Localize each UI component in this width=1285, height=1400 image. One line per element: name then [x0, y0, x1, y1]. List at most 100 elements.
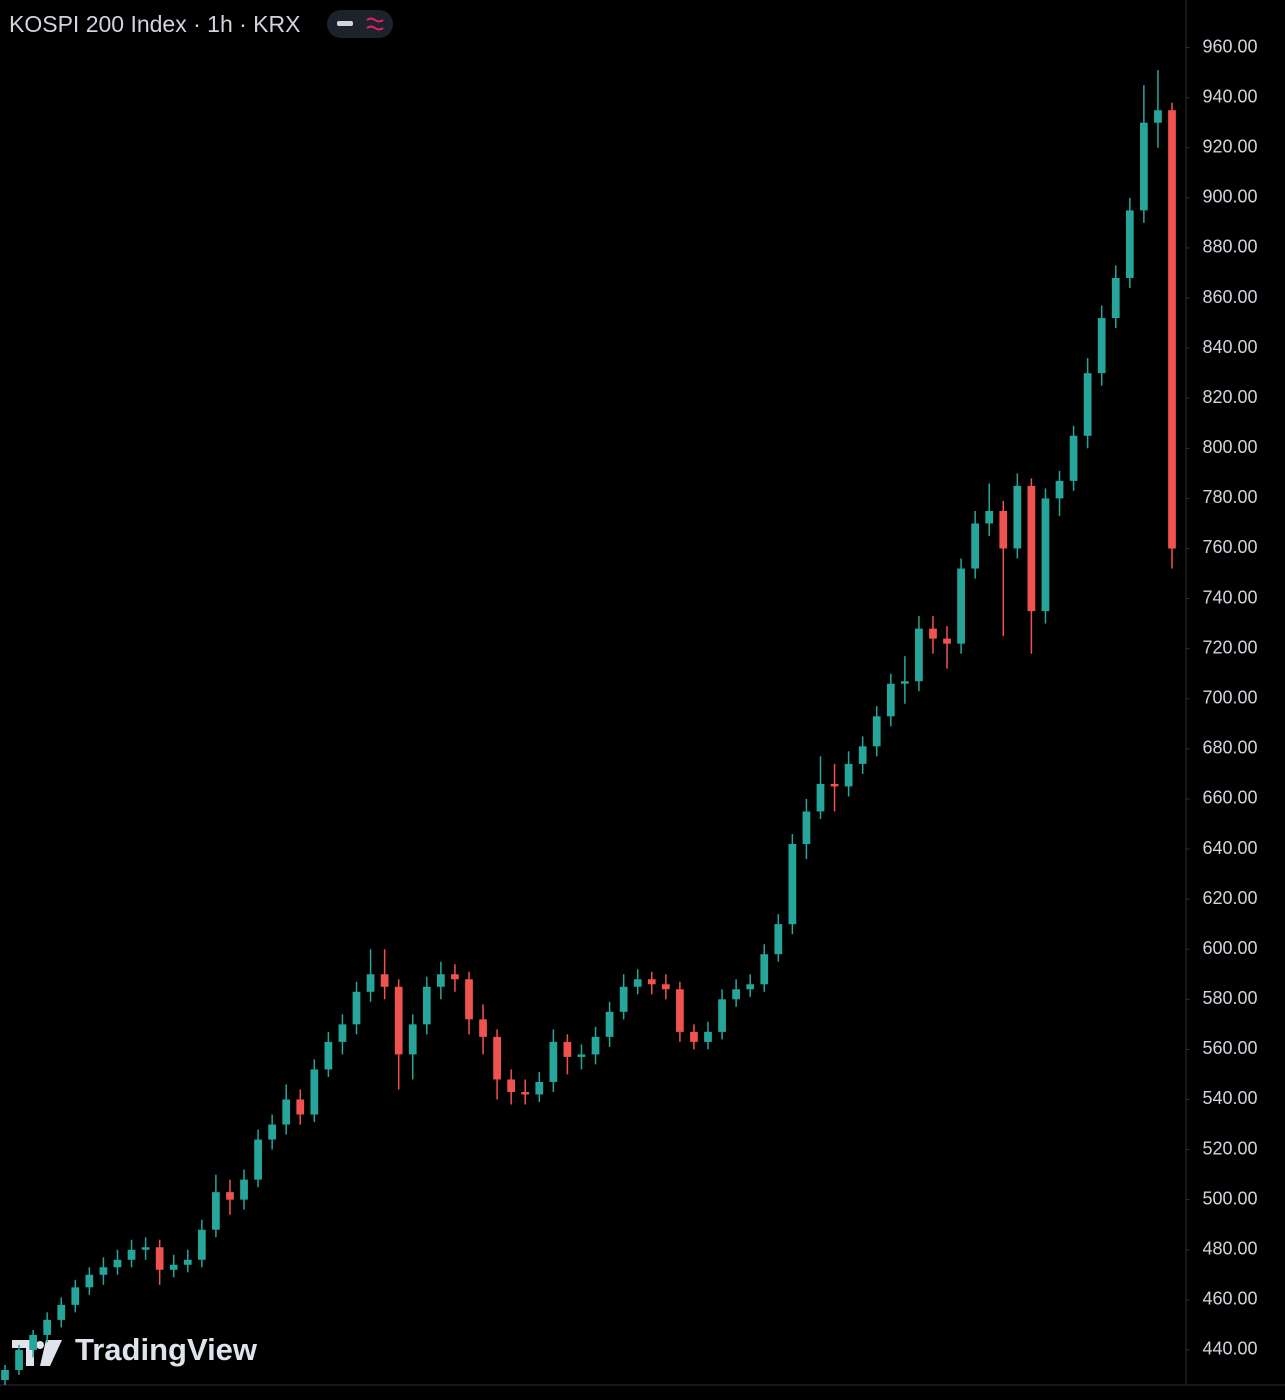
candle-body — [1168, 110, 1176, 549]
candle-body — [591, 1036, 600, 1055]
candle-body — [127, 1249, 136, 1260]
candle-body — [1055, 480, 1064, 499]
candle-body — [43, 1319, 52, 1335]
candle-body — [422, 986, 431, 1025]
y-tick-label: 920.00 — [1202, 137, 1257, 157]
candle-body — [1154, 110, 1162, 123]
y-tick-label: 740.00 — [1202, 587, 1257, 607]
candle-body — [830, 783, 839, 787]
candle-body — [1069, 435, 1078, 481]
candle-body — [338, 1024, 347, 1042]
candle-body — [254, 1139, 262, 1180]
candle-body — [324, 1041, 333, 1070]
candle-body — [352, 991, 361, 1025]
y-tick-label: 500.00 — [1202, 1188, 1257, 1208]
candle-body — [71, 1287, 80, 1305]
y-tick-label: 560.00 — [1202, 1038, 1257, 1058]
candle-body — [563, 1041, 572, 1057]
candle-body — [521, 1091, 530, 1095]
candle-body — [465, 979, 473, 1020]
candle-body — [226, 1192, 234, 1200]
y-tick-label: 800.00 — [1202, 437, 1257, 457]
candle-body — [619, 986, 628, 1012]
y-tick-label: 900.00 — [1202, 187, 1257, 207]
candle-body — [240, 1179, 248, 1200]
y-tick-label: 820.00 — [1202, 387, 1257, 407]
candle-body — [57, 1304, 66, 1320]
candle-body — [493, 1036, 501, 1080]
candle-body — [535, 1081, 544, 1095]
candle-body — [915, 628, 923, 682]
candle-body — [746, 984, 755, 990]
indicator-toggles[interactable] — [327, 10, 393, 38]
candle-body — [844, 763, 853, 787]
toggle-icon[interactable] — [366, 17, 384, 31]
y-tick-label: 960.00 — [1202, 36, 1257, 56]
candle-body — [647, 979, 656, 985]
toggle-icon[interactable] — [337, 21, 353, 26]
candle-body — [929, 628, 937, 639]
candle-body — [774, 924, 783, 955]
candle-body — [437, 974, 445, 987]
y-tick-label: 940.00 — [1202, 86, 1257, 106]
candle-body — [1097, 318, 1106, 374]
candle-body — [380, 974, 389, 987]
candle-body — [113, 1259, 122, 1268]
candle-body — [296, 1099, 305, 1115]
candle-body — [183, 1259, 192, 1265]
y-tick-label: 760.00 — [1202, 537, 1257, 557]
y-tick-label: 460.00 — [1202, 1289, 1257, 1309]
candle-body — [690, 1031, 698, 1042]
candle-body — [169, 1264, 178, 1270]
candle-body — [29, 1334, 37, 1350]
candle-body — [85, 1274, 94, 1288]
candle-body — [802, 811, 811, 845]
candle-body — [549, 1041, 558, 1082]
candle-body — [1, 1369, 9, 1380]
candle-body — [886, 683, 895, 717]
chart-title: KOSPI 200 Index · 1h · KRX — [9, 11, 300, 37]
candle-body — [1041, 498, 1050, 612]
y-tick-label: 580.00 — [1202, 988, 1257, 1008]
y-tick-label: 640.00 — [1202, 838, 1257, 858]
candle-body — [155, 1247, 164, 1270]
candle-body — [1083, 373, 1092, 436]
y-tick-label: 700.00 — [1202, 688, 1257, 708]
toggle-pill[interactable] — [327, 10, 393, 38]
y-tick-label: 840.00 — [1202, 337, 1257, 357]
candle-body — [479, 1019, 487, 1037]
candle-body — [661, 984, 670, 990]
logo-icon — [36, 1341, 44, 1349]
candle-body — [971, 523, 980, 569]
watermark: TradingView — [75, 1332, 258, 1367]
candle-body — [816, 783, 825, 812]
y-tick-label: 720.00 — [1202, 637, 1257, 657]
tradingview-logo: TradingView — [12, 1332, 258, 1367]
y-tick-label: 600.00 — [1202, 938, 1257, 958]
y-tick-label: 660.00 — [1202, 788, 1257, 808]
candle-body — [732, 989, 740, 1000]
y-tick-label: 620.00 — [1202, 888, 1257, 908]
candle-body — [507, 1079, 516, 1092]
candle-body — [718, 999, 726, 1032]
candle-body — [999, 510, 1008, 549]
candle-body — [676, 989, 684, 1032]
candle-body — [704, 1031, 712, 1042]
candle-body — [1013, 485, 1022, 549]
candle-body — [872, 716, 881, 747]
candle-body — [985, 510, 994, 524]
candle-body — [99, 1267, 108, 1275]
candle-body — [788, 844, 797, 925]
y-tick-label: 540.00 — [1202, 1088, 1257, 1108]
candle-body — [197, 1229, 206, 1260]
candle-body — [366, 974, 375, 992]
candle-body — [1111, 278, 1120, 319]
candle-body — [451, 974, 459, 980]
candle-body — [577, 1054, 586, 1057]
candle-body — [408, 1024, 417, 1055]
y-tick-label: 480.00 — [1202, 1239, 1257, 1259]
y-tick-label: 860.00 — [1202, 287, 1257, 307]
candle-body — [957, 568, 965, 644]
candle-body — [1140, 122, 1148, 211]
